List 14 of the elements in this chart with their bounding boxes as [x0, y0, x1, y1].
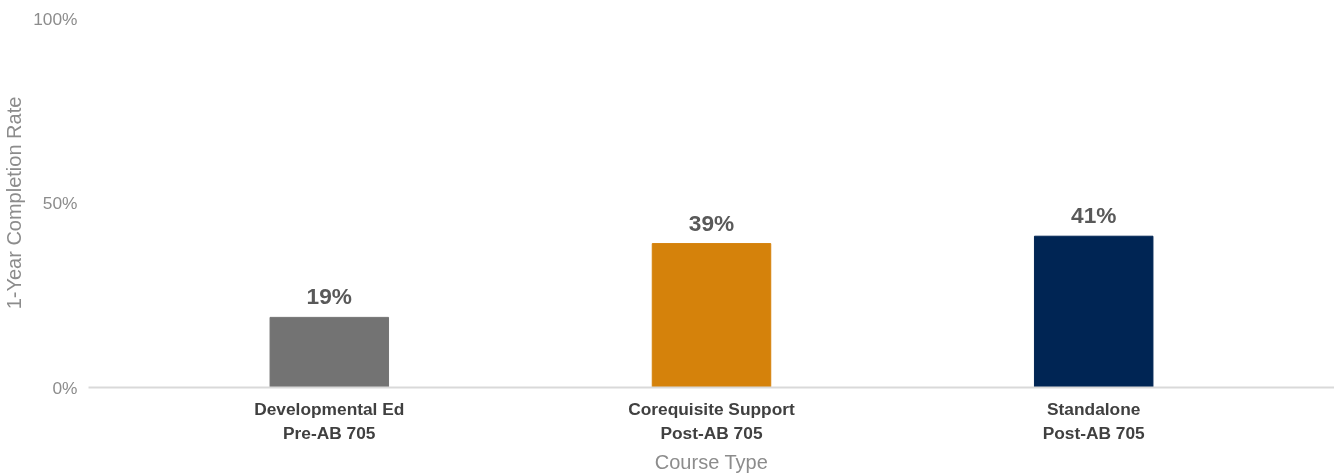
x-axis-title: Course Type: [654, 450, 768, 473]
y-tick-label: 0%: [52, 377, 78, 398]
x-tick-label: Developmental Ed Pre-AB 705: [254, 398, 405, 443]
bar: [269, 316, 390, 388]
x-tick-label: Standalone Post-AB 705: [1042, 398, 1146, 443]
y-tick-label: 50%: [42, 193, 78, 213]
y-axis-title: 1-Year Completion Rate: [3, 96, 26, 310]
data-label: 41%: [1071, 202, 1117, 229]
data-label: 39%: [688, 209, 735, 236]
bar: [651, 243, 772, 388]
data-label: 19%: [306, 283, 352, 310]
y-tick-label: 100%: [33, 8, 78, 29]
x-tick-label: Corequisite Support Post-AB 705: [628, 398, 795, 443]
bar: [1033, 235, 1154, 388]
